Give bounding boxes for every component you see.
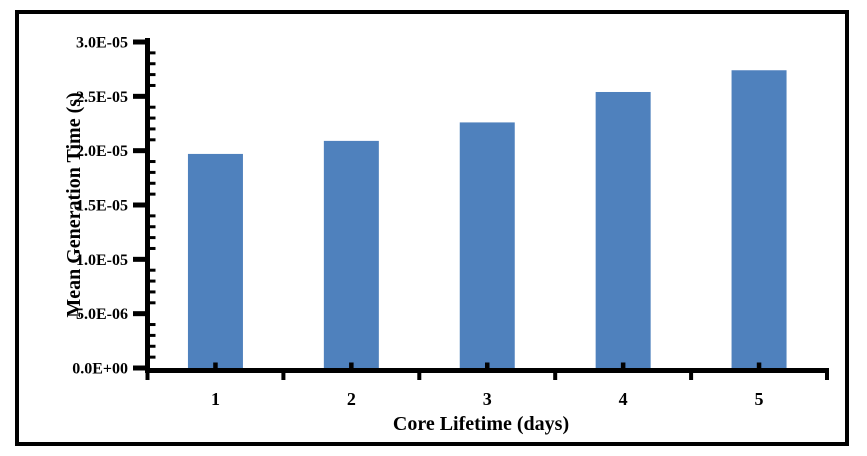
x-major-tick: [417, 373, 422, 380]
y-minor-tick: [150, 192, 156, 196]
bar-category-2: [323, 140, 379, 368]
y-tick-label: 1.5E-05: [76, 198, 128, 215]
y-minor-tick: [150, 116, 156, 120]
x-minor-tick: [756, 362, 762, 368]
y-minor-tick: [150, 181, 156, 185]
y-axis-line: [145, 38, 150, 373]
bar-category-4: [595, 91, 651, 368]
y-major-tick: [133, 202, 149, 208]
y-minor-tick: [150, 344, 156, 348]
y-minor-tick: [150, 127, 156, 131]
y-minor-tick: [150, 301, 156, 305]
y-minor-tick: [150, 138, 156, 142]
y-minor-tick: [150, 290, 156, 294]
y-minor-tick: [150, 160, 156, 164]
x-axis-title: Core Lifetime (days): [393, 413, 569, 435]
y-major-tick: [133, 256, 149, 262]
y-minor-tick: [150, 355, 156, 359]
y-major-tick: [133, 148, 149, 154]
chart-frame: [15, 10, 849, 446]
y-axis-title: Mean Generation Time (s): [63, 92, 85, 317]
y-minor-tick: [150, 268, 156, 272]
x-category-label: 1: [211, 389, 220, 409]
bar-category-1: [187, 153, 243, 368]
y-minor-tick: [150, 170, 156, 174]
y-tick-label: 3.0E-05: [76, 35, 128, 52]
x-minor-tick: [349, 362, 354, 368]
x-minor-tick: [213, 362, 218, 368]
x-major-tick: [553, 373, 558, 380]
y-tick-label: 2.0E-05: [76, 143, 128, 160]
y-minor-tick: [150, 246, 156, 250]
x-category-label: 4: [619, 389, 628, 409]
y-tick-label: 0.0E+00: [72, 361, 128, 378]
y-major-tick: [133, 365, 149, 371]
y-minor-tick: [150, 333, 156, 337]
y-minor-tick: [150, 323, 156, 327]
y-tick-label: 1.0E-05: [76, 252, 128, 269]
y-minor-tick: [150, 73, 156, 77]
y-minor-tick: [150, 105, 156, 109]
bar-category-3: [459, 122, 515, 368]
y-minor-tick: [150, 279, 156, 283]
x-major-tick: [145, 373, 150, 380]
y-minor-tick: [150, 236, 156, 240]
y-major-tick: [133, 39, 149, 45]
y-tick-label: 2.5E-05: [76, 89, 128, 106]
y-minor-tick: [150, 51, 156, 55]
x-major-tick: [689, 373, 694, 380]
y-major-tick: [133, 311, 149, 317]
y-minor-tick: [150, 83, 156, 87]
x-minor-tick: [620, 362, 626, 368]
x-minor-tick: [485, 362, 490, 368]
x-category-label: 2: [347, 389, 356, 409]
y-minor-tick: [150, 62, 156, 66]
y-major-tick: [133, 93, 149, 99]
x-major-tick: [281, 373, 286, 380]
x-category-label: 5: [755, 389, 764, 409]
x-axis-line: [145, 368, 829, 373]
y-minor-tick: [150, 214, 156, 218]
bar-category-5: [731, 70, 787, 369]
x-major-tick: [825, 373, 829, 380]
y-tick-label: 5.0E-06: [76, 306, 128, 323]
y-minor-tick: [150, 225, 156, 229]
x-category-label: 3: [483, 389, 492, 409]
